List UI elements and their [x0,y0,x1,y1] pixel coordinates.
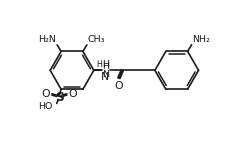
Text: H: H [102,60,109,69]
Text: H₂N: H₂N [38,35,56,44]
Text: NH₂: NH₂ [192,35,210,44]
Text: O: O [42,89,50,99]
Text: HO: HO [38,102,53,110]
Text: O: O [68,89,77,99]
Text: H: H [96,60,102,69]
Text: N: N [101,72,109,82]
Text: S: S [55,91,64,104]
Text: CH₃: CH₃ [88,35,105,44]
Text: H
N: H N [102,62,109,79]
Text: O: O [114,81,123,91]
